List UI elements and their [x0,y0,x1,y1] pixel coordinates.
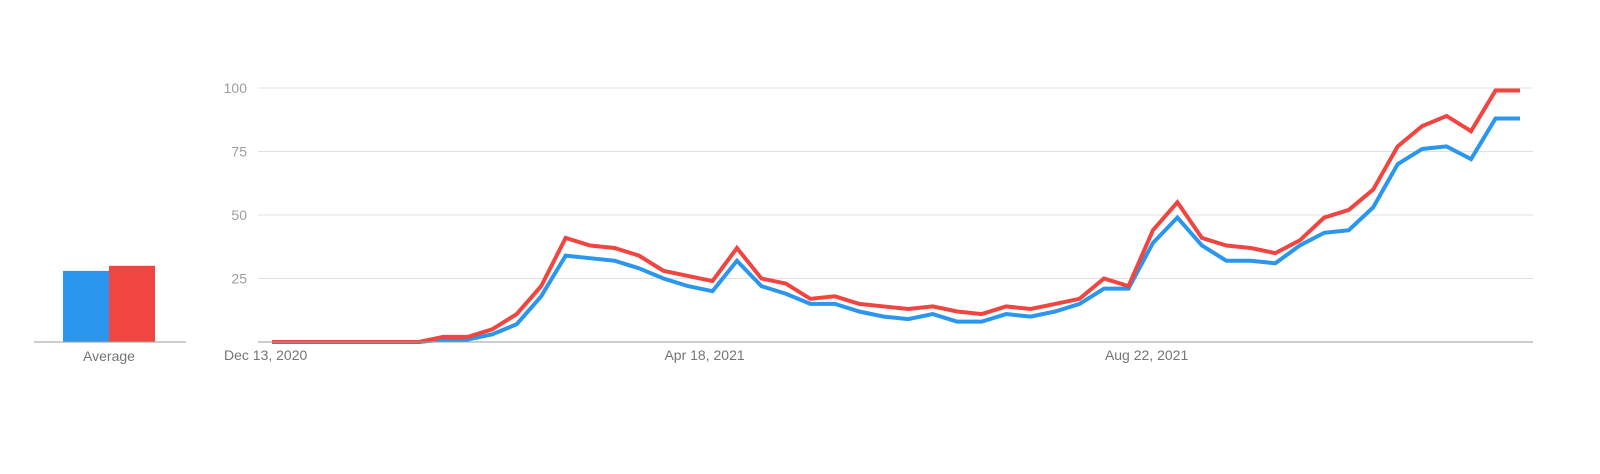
x-tick-label: Apr 18, 2021 [664,347,744,363]
x-tick-label: Dec 13, 2020 [224,347,307,363]
average-panel: Average [34,265,186,364]
series-line-1 [272,116,1520,344]
x-tick-label: Aug 22, 2021 [1105,347,1189,363]
y-tick-label: 100 [224,80,248,96]
series-line-2 [272,88,1520,344]
average-label: Average [83,348,135,364]
average-bar-1 [63,270,109,342]
y-tick-label: 50 [231,207,247,223]
average-bar-2 [109,265,155,342]
gridlines [258,87,1533,279]
series-lines [272,88,1520,344]
y-axis-ticks: 25 50 75 100 [224,80,248,287]
y-tick-label: 75 [231,144,247,160]
x-axis-ticks: Dec 13, 2020 Apr 18, 2021 Aug 22, 2021 [224,347,1188,363]
y-tick-label: 25 [231,271,247,287]
